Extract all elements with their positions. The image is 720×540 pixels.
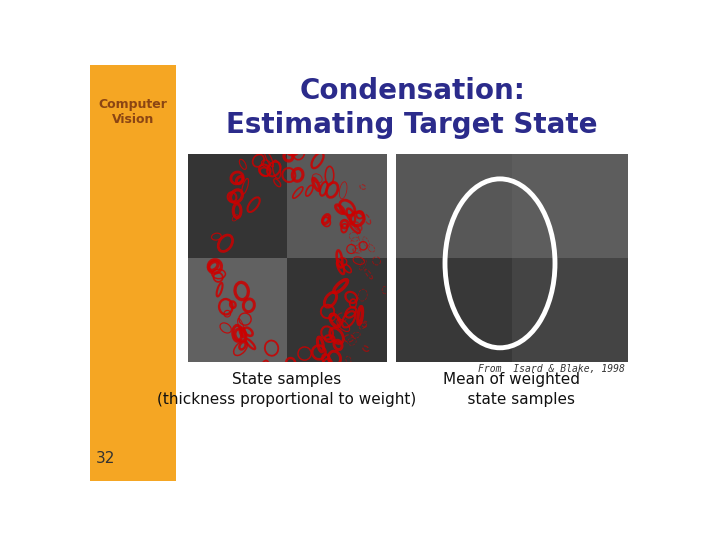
Text: 32: 32: [96, 451, 115, 466]
Text: Condensation:
Estimating Target State: Condensation: Estimating Target State: [227, 77, 598, 139]
Text: Mean of weighted
    state samples: Mean of weighted state samples: [443, 373, 580, 407]
Text: State samples
(thickness proportional to weight): State samples (thickness proportional to…: [157, 373, 416, 407]
FancyBboxPatch shape: [90, 65, 176, 481]
Text: Computer
Vision: Computer Vision: [99, 98, 168, 126]
Text: From  Isard & Blake, 1998: From Isard & Blake, 1998: [477, 364, 624, 374]
